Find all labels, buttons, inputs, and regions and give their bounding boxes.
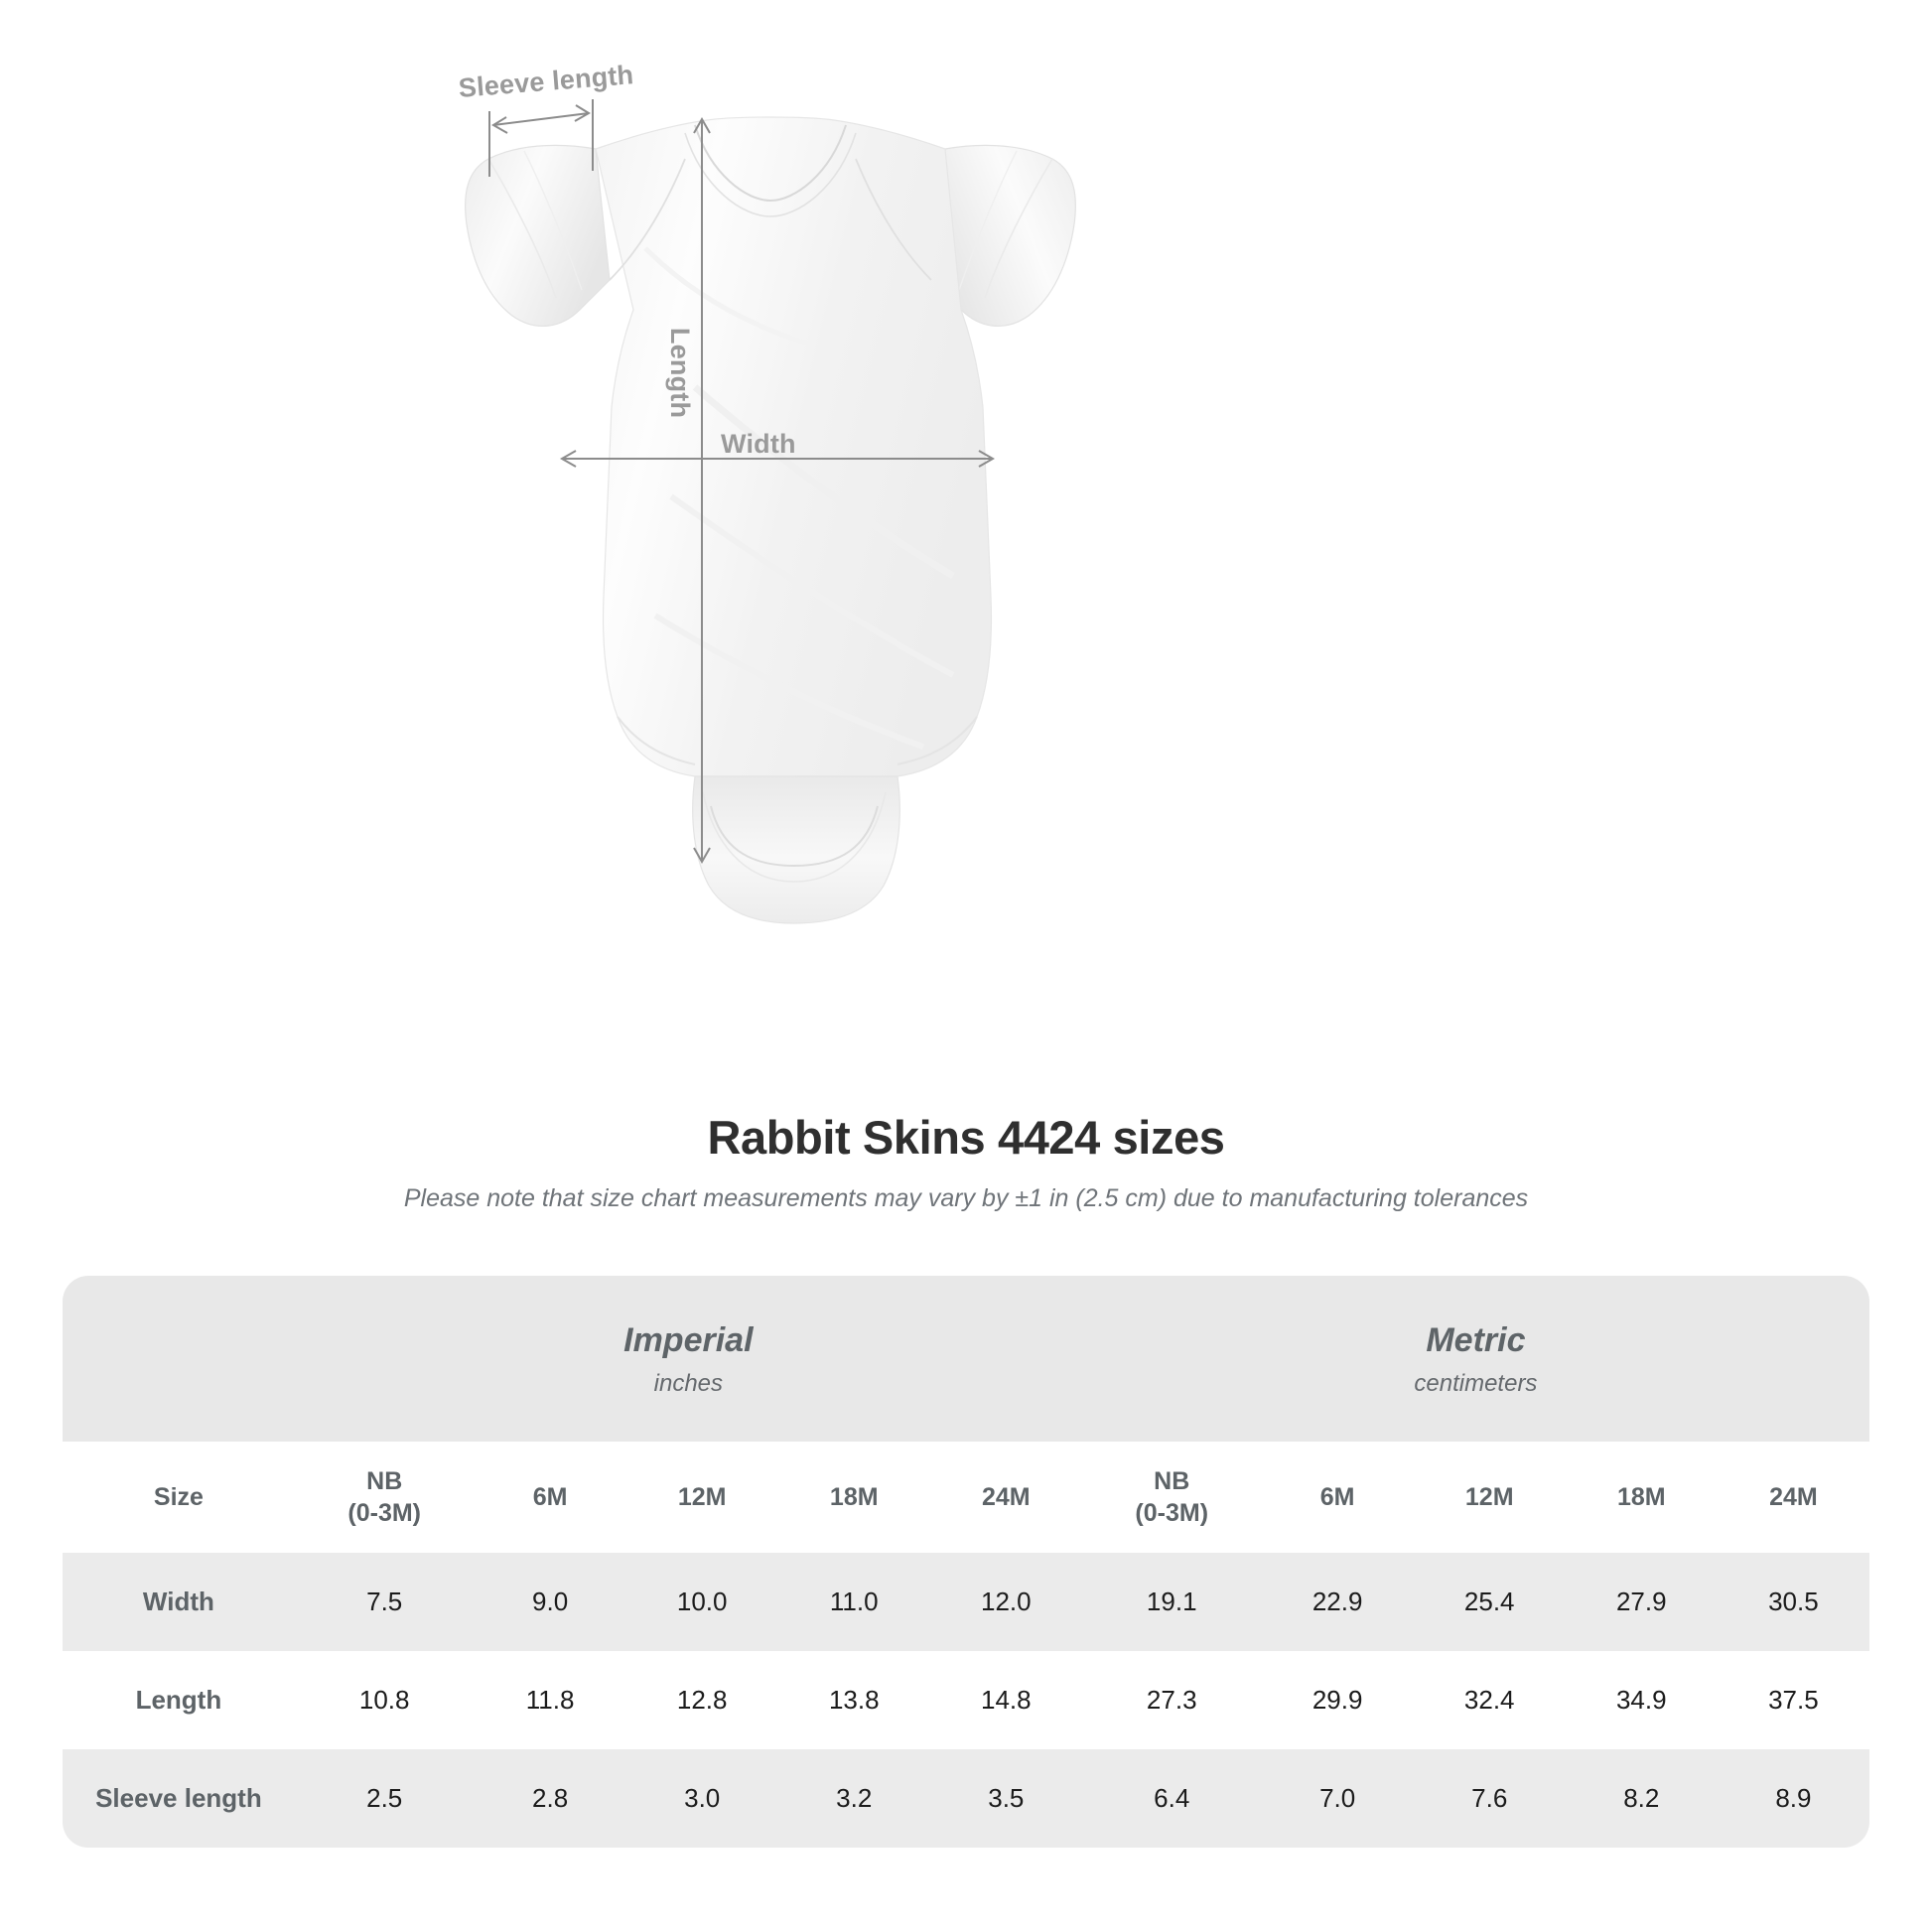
right-sleeve: [930, 144, 1076, 328]
page-title: Rabbit Skins 4424 sizes: [707, 1111, 1225, 1164]
cell-length-imperial-nb: 10.8: [294, 1651, 475, 1749]
cell-length-imperial-12m: 12.8: [625, 1651, 778, 1749]
cell-length-imperial-6m: 11.8: [474, 1651, 626, 1749]
unit-sub-imperial: inches: [653, 1369, 724, 1397]
cell-width-metric-18m: 27.9: [1565, 1553, 1718, 1651]
cell-sleeve-imperial-nb: 2.5: [294, 1749, 475, 1848]
cell-length-metric-6m: 29.9: [1261, 1651, 1414, 1749]
width-dimension-label: Width: [721, 429, 796, 459]
size-col-metric-12m: 12M: [1413, 1442, 1566, 1553]
size-col-metric-nb-line2: (0-3M): [1135, 1499, 1209, 1527]
cell-length-metric-nb: 27.3: [1081, 1651, 1262, 1749]
cell-width-imperial-nb: 7.5: [294, 1553, 475, 1651]
cell-width-imperial-24m: 12.0: [929, 1553, 1082, 1651]
onesie-diagram-svg: [465, 99, 1076, 924]
size-col-imperial-12m: 12M: [625, 1442, 778, 1553]
cell-length-metric-12m: 32.4: [1413, 1651, 1566, 1749]
size-col-imperial-nb: NB (0-3M): [294, 1442, 475, 1553]
unit-header-row: Imperial inches Metric centimeters: [63, 1276, 1869, 1442]
unit-header-metric: Metric centimeters: [1081, 1276, 1869, 1442]
unit-header-imperial: Imperial inches: [294, 1276, 1082, 1442]
cell-sleeve-metric-12m: 7.6: [1413, 1749, 1566, 1848]
cell-sleeve-metric-nb: 6.4: [1081, 1749, 1262, 1848]
size-col-metric-nb-line1: NB: [1154, 1466, 1190, 1495]
title-block: Rabbit Skins 4424 sizes Please note that…: [0, 1112, 1932, 1213]
cell-sleeve-metric-24m: 8.9: [1717, 1749, 1869, 1848]
cell-sleeve-imperial-6m: 2.8: [474, 1749, 626, 1848]
cell-width-imperial-12m: 10.0: [625, 1553, 778, 1651]
size-col-imperial-18m: 18M: [777, 1442, 930, 1553]
cell-sleeve-metric-6m: 7.0: [1261, 1749, 1414, 1848]
row-label-sleeve-length: Sleeve length: [63, 1749, 295, 1848]
length-dimension-label: Length: [665, 328, 695, 419]
cell-length-metric-24m: 37.5: [1717, 1651, 1869, 1749]
bodysuit-body: [595, 116, 993, 777]
cell-sleeve-imperial-24m: 3.5: [929, 1749, 1082, 1848]
cell-width-metric-nb: 19.1: [1081, 1553, 1262, 1651]
dimension-lines: [488, 99, 996, 865]
table-row: Sleeve length 2.5 2.8 3.0 3.2 3.5 6.4 7.…: [63, 1749, 1869, 1848]
table-row: Width 7.5 9.0 10.0 11.0 12.0 19.1 22.9 2…: [63, 1553, 1869, 1651]
cell-width-metric-12m: 25.4: [1413, 1553, 1566, 1651]
tolerance-note: Please note that size chart measurements…: [403, 1183, 1529, 1212]
size-col-imperial-24m: 24M: [929, 1442, 1082, 1553]
size-chart-table-container: Imperial inches Metric centimeters Size …: [63, 1276, 1869, 1848]
row-label-width: Width: [63, 1553, 295, 1651]
row-label-length: Length: [63, 1651, 295, 1749]
size-header-label: Size: [63, 1442, 295, 1553]
size-col-metric-24m: 24M: [1717, 1442, 1869, 1553]
cell-width-imperial-6m: 9.0: [474, 1553, 626, 1651]
cell-width-metric-6m: 22.9: [1261, 1553, 1414, 1651]
size-col-metric-6m: 6M: [1261, 1442, 1414, 1553]
snap-crotch-panel: [692, 775, 900, 924]
cell-length-imperial-18m: 13.8: [777, 1651, 930, 1749]
size-col-imperial-6m: 6M: [474, 1442, 626, 1553]
cell-width-imperial-18m: 11.0: [777, 1553, 930, 1651]
size-col-metric-nb: NB (0-3M): [1081, 1442, 1262, 1553]
unit-name-imperial: Imperial: [623, 1321, 754, 1360]
garment-illustration: Sleeve length Length Width: [458, 60, 1076, 924]
size-chart-table: Imperial inches Metric centimeters Size …: [63, 1276, 1869, 1848]
size-col-imperial-nb-line2: (0-3M): [347, 1499, 421, 1527]
size-col-metric-18m: 18M: [1565, 1442, 1718, 1553]
unit-sub-metric: centimeters: [1414, 1369, 1538, 1397]
cell-sleeve-metric-18m: 8.2: [1565, 1749, 1718, 1848]
left-sleeve: [465, 144, 611, 328]
table-row: Length 10.8 11.8 12.8 13.8 14.8 27.3 29.…: [63, 1651, 1869, 1749]
unit-header-spacer: [63, 1276, 295, 1442]
size-header-row: Size NB (0-3M) 6M 12M 18M 24M NB (0-3M): [63, 1442, 1869, 1553]
cell-sleeve-imperial-18m: 3.2: [777, 1749, 930, 1848]
cell-length-imperial-24m: 14.8: [929, 1651, 1082, 1749]
cell-length-metric-18m: 34.9: [1565, 1651, 1718, 1749]
unit-name-metric: Metric: [1426, 1321, 1526, 1360]
size-col-imperial-nb-line1: NB: [366, 1466, 403, 1495]
cell-sleeve-imperial-12m: 3.0: [625, 1749, 778, 1848]
cell-width-metric-24m: 30.5: [1717, 1553, 1869, 1651]
